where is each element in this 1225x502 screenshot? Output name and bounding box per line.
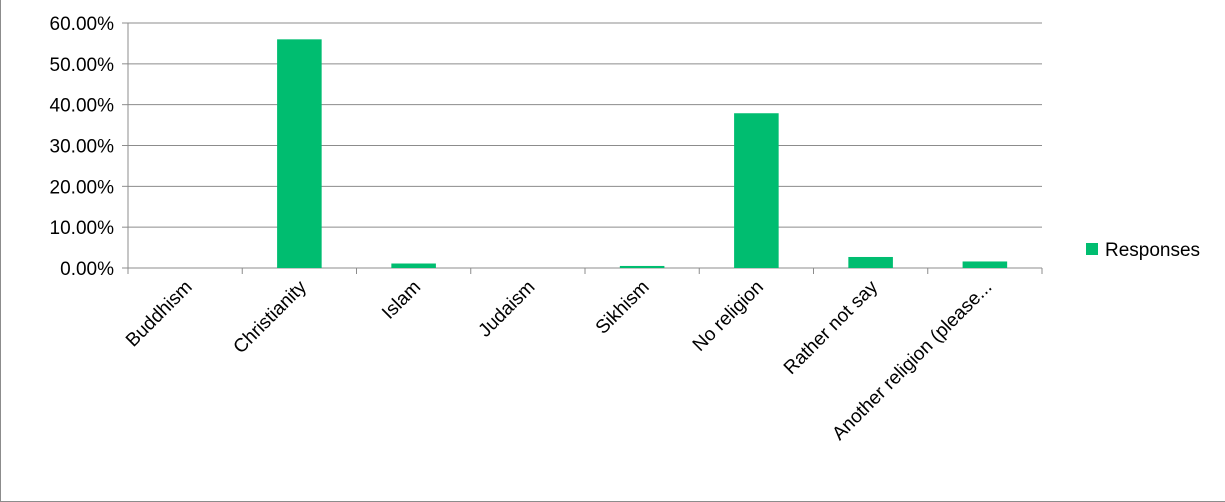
x-tick-label: Rather not say (780, 276, 883, 379)
x-tick-label: Islam (378, 277, 425, 324)
y-tick-label: 0.00% (60, 259, 114, 280)
x-tick-label: No religion (689, 277, 768, 356)
x-tick-label: Sikhism (592, 277, 654, 339)
y-tick-label: 50.00% (50, 55, 115, 76)
legend-label: Responses (1105, 240, 1200, 261)
bar (619, 265, 665, 268)
bar (962, 261, 1008, 268)
x-tick-labels: Buddhism Christianity Islam Judaism Sikhism N… (122, 276, 996, 444)
legend-swatch (1086, 243, 1098, 255)
bar (277, 39, 322, 269)
bar (848, 256, 893, 268)
bar (391, 263, 436, 268)
axes (122, 22, 1043, 274)
x-tick-label: Judaism (475, 277, 540, 342)
y-tick-label: 40.00% (50, 96, 115, 117)
y-tick-label: 60.00% (50, 14, 115, 35)
bar (734, 113, 779, 268)
y-tick-label: 10.00% (50, 218, 115, 239)
x-tick-label: Christianity (230, 276, 312, 358)
legend: Responses (1086, 240, 1200, 261)
x-tick-label: Buddhism (122, 277, 197, 352)
y-tick-label: 30.00% (50, 137, 115, 158)
y-tick-labels: 0.00% 10.00% 20.00% 30.00% 40.00% 50.00% 60.00… (50, 14, 115, 280)
gridlines (128, 22, 1042, 228)
bars (277, 39, 1008, 269)
y-tick-label: 20.00% (50, 177, 115, 198)
